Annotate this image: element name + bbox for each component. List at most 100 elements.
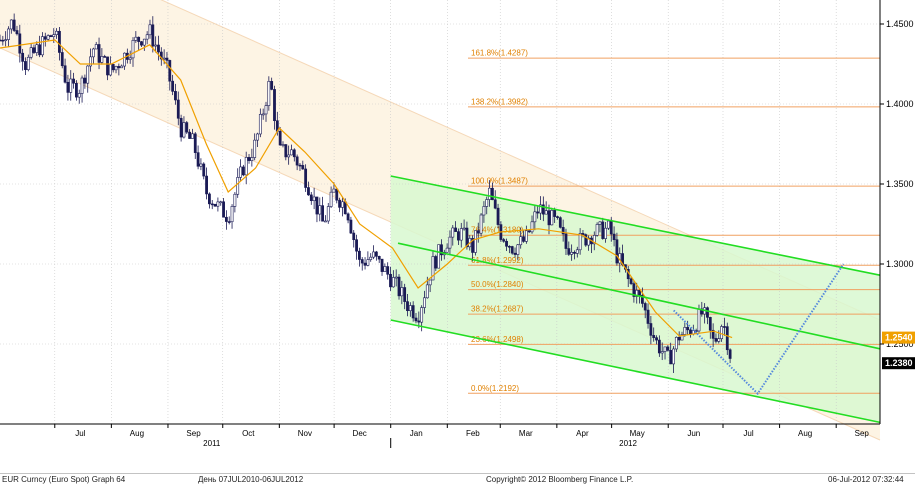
candle-body-228 bbox=[643, 303, 647, 311]
candle-body-240 bbox=[677, 336, 681, 341]
candle-body-61 bbox=[171, 80, 175, 92]
y-tick-label-4: 1.4500 bbox=[886, 19, 914, 29]
candle-body-105 bbox=[295, 156, 299, 166]
candle-body-136 bbox=[383, 266, 387, 272]
candle-body-129 bbox=[363, 262, 367, 266]
candle-body-139 bbox=[391, 277, 395, 288]
candle-body-15 bbox=[41, 36, 44, 56]
candle-body-224 bbox=[632, 283, 636, 297]
candle-body-40 bbox=[111, 64, 115, 71]
candle-body-178 bbox=[502, 239, 506, 242]
candle-body-71 bbox=[199, 163, 203, 167]
candle-body-103 bbox=[290, 149, 293, 156]
candle-body-113 bbox=[318, 205, 322, 215]
x-month-label-7: Feb bbox=[466, 429, 480, 438]
candle-body-27 bbox=[75, 82, 78, 98]
candle-body-52 bbox=[145, 34, 149, 40]
y-tick-label-2: 1.3500 bbox=[886, 179, 914, 189]
candle-body-190 bbox=[536, 211, 540, 214]
candle-body-119 bbox=[335, 188, 339, 201]
candle-body-227 bbox=[640, 294, 644, 304]
candle-body-226 bbox=[638, 289, 641, 296]
candle-body-112 bbox=[315, 196, 319, 215]
candle-body-243 bbox=[686, 327, 690, 331]
fib-label-1: 23.6%(1.2498) bbox=[471, 335, 524, 344]
candle-body-175 bbox=[493, 199, 497, 209]
y-tick-label-0: 1.2500 bbox=[886, 339, 914, 349]
candle-body-100 bbox=[281, 144, 285, 146]
candle-body-257 bbox=[725, 326, 729, 351]
x-month-label-6: Jan bbox=[410, 429, 423, 438]
candle-body-30 bbox=[83, 77, 87, 84]
fib-label-6: 100.0%(1.3487) bbox=[471, 177, 528, 186]
price-label-text-1: 1.2380 bbox=[885, 358, 913, 368]
candle-body-109 bbox=[307, 187, 310, 196]
candle-body-234 bbox=[660, 351, 664, 354]
price-label-box-1 bbox=[882, 357, 915, 370]
candle-body-205 bbox=[578, 233, 582, 251]
candle-body-50 bbox=[140, 41, 143, 46]
candle-body-9 bbox=[24, 61, 27, 70]
footer-instrument: EUR Curncy (Euro Spot) Graph 64 bbox=[2, 475, 126, 484]
candle-body-96 bbox=[270, 81, 274, 90]
candle-body-210 bbox=[592, 235, 596, 245]
candle-body-150 bbox=[423, 297, 426, 308]
candle-body-1 bbox=[1, 39, 5, 42]
x-month-label-10: May bbox=[630, 429, 645, 438]
candle-body-123 bbox=[346, 213, 350, 221]
candle-body-258 bbox=[728, 349, 732, 359]
candle-body-199 bbox=[561, 227, 565, 235]
candle-body-132 bbox=[372, 251, 375, 258]
x-year-label-1: 2012 bbox=[619, 439, 637, 448]
candle-body-19 bbox=[52, 34, 56, 37]
candle-body-134 bbox=[377, 256, 381, 260]
candle-body-198 bbox=[558, 217, 562, 228]
x-month-label-2: Sep bbox=[186, 429, 201, 438]
candle-body-237 bbox=[669, 350, 673, 365]
footer-date-range: День 07JUL2010-06JUL2012 bbox=[198, 475, 304, 484]
candle-body-124 bbox=[349, 219, 353, 234]
x-year-label-0: 2011 bbox=[203, 439, 221, 448]
candle-body-201 bbox=[567, 248, 571, 255]
candle-body-127 bbox=[357, 250, 361, 260]
candle-body-233 bbox=[657, 339, 661, 354]
candle-body-192 bbox=[541, 204, 545, 215]
candle-body-239 bbox=[674, 336, 678, 350]
candle-body-171 bbox=[482, 206, 486, 216]
candle-body-43 bbox=[120, 65, 124, 69]
candle-body-36 bbox=[100, 56, 104, 63]
candle-body-44 bbox=[123, 52, 126, 67]
x-month-label-1: Aug bbox=[130, 429, 144, 438]
candle-body-250 bbox=[706, 307, 709, 318]
candle-body-5 bbox=[12, 19, 16, 31]
candle-body-188 bbox=[530, 221, 534, 233]
candle-body-97 bbox=[273, 89, 276, 122]
candle-body-56 bbox=[157, 44, 160, 53]
candle-body-229 bbox=[646, 309, 650, 324]
candle-body-236 bbox=[666, 346, 670, 351]
candle-body-66 bbox=[185, 122, 189, 133]
candle-body-59 bbox=[165, 57, 169, 61]
candle-body-130 bbox=[366, 259, 370, 266]
candle-body-172 bbox=[485, 199, 489, 207]
candle-body-104 bbox=[292, 149, 296, 158]
x-month-label-0: Jul bbox=[75, 429, 85, 438]
candle-body-69 bbox=[193, 133, 197, 153]
candle-body-146 bbox=[411, 305, 415, 319]
candle-body-17 bbox=[46, 35, 50, 40]
candle-body-115 bbox=[324, 220, 327, 223]
footer-copyright: Copyright© 2012 Bloomberg Finance L.P. bbox=[486, 475, 634, 484]
channel-lower-line bbox=[390, 319, 881, 424]
candle-body-151 bbox=[425, 284, 429, 299]
candle-body-73 bbox=[205, 175, 208, 195]
candle-body-160 bbox=[451, 227, 455, 238]
candle-body-99 bbox=[278, 130, 282, 146]
candle-body-84 bbox=[236, 177, 240, 195]
candle-body-114 bbox=[321, 205, 325, 222]
candle-body-211 bbox=[595, 224, 599, 236]
candle-body-110 bbox=[309, 194, 313, 202]
candle-body-42 bbox=[117, 66, 121, 69]
candle-body-247 bbox=[697, 308, 701, 332]
candle-body-255 bbox=[720, 326, 724, 339]
